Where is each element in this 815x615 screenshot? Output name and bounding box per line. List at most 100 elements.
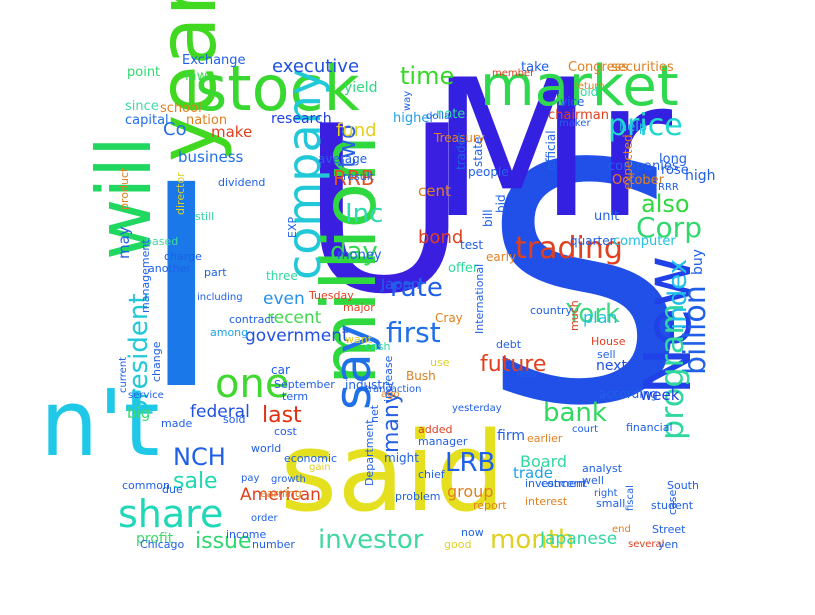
word-bid: bid	[494, 194, 508, 213]
word-last: last	[262, 403, 302, 428]
word-market: market	[480, 54, 679, 119]
word-japanese: Japanese	[539, 529, 617, 549]
word-bush: Bush	[406, 369, 436, 383]
word-japan: Japan	[380, 277, 420, 293]
word-earning: earning	[260, 487, 302, 500]
word-part: part	[204, 266, 227, 279]
word-congress: Congress	[568, 60, 628, 75]
word-chief: chief	[418, 468, 446, 481]
word-say: say	[324, 324, 382, 410]
word-several: several	[628, 539, 664, 550]
word-yesterday: yesterday	[452, 403, 502, 414]
word-corp: Corp	[636, 211, 702, 244]
word-president: president	[124, 293, 154, 416]
word-growth: growth	[271, 474, 306, 485]
word-order: order	[251, 513, 279, 524]
word-interest: interest	[525, 495, 568, 508]
word-co: Co	[163, 119, 187, 140]
word-time: time	[400, 62, 454, 90]
word-nch: NCH	[173, 443, 226, 471]
word-expected: expected	[621, 134, 635, 190]
word-dividend: dividend	[218, 176, 265, 189]
word-buy: buy	[690, 249, 706, 275]
word-exchange: Exchange	[182, 53, 246, 68]
word-sale: sale	[173, 469, 218, 494]
word-yield: yield	[344, 80, 378, 96]
word-lrb: LRB	[445, 448, 495, 478]
word-computer: computer	[613, 234, 676, 249]
word-due: due	[162, 483, 183, 496]
word-one: one	[215, 361, 289, 407]
word-concern: concern	[541, 477, 585, 490]
word-debt: debt	[496, 338, 522, 351]
word-dollar: dollar	[426, 111, 455, 122]
word-capital: capital	[125, 113, 169, 128]
word-economic: economic	[284, 452, 337, 465]
word-million: million	[305, 135, 393, 385]
word-increase: increase	[382, 355, 395, 402]
word-maker: maker	[559, 118, 591, 129]
word-rrb: RRB	[333, 166, 375, 190]
word-member: member	[492, 68, 535, 79]
word-year: year	[141, 0, 234, 162]
word-stock: stock	[195, 52, 360, 125]
word-new: New	[632, 255, 706, 395]
word-government: government	[245, 326, 349, 346]
word-index: index	[663, 259, 693, 330]
word-offer: offer	[448, 261, 479, 276]
word-week: week	[640, 386, 680, 404]
word-might: might	[384, 451, 419, 465]
word-unit: unit	[594, 209, 619, 224]
word-small: small	[596, 497, 625, 510]
word-report: report	[473, 499, 507, 512]
word-south: South	[667, 479, 699, 492]
word-rate: rate	[390, 273, 443, 303]
word-right: right	[594, 488, 618, 499]
word-said: said	[280, 408, 505, 536]
word-use: use	[430, 356, 450, 369]
word-cash: cash	[365, 340, 391, 353]
word-trade: trade	[513, 464, 553, 482]
word-state: state	[471, 137, 485, 167]
word-good: good	[444, 538, 471, 551]
word-federal: federal	[190, 402, 250, 422]
word-sell: sell	[597, 348, 616, 361]
word-nation: nation	[186, 113, 227, 128]
word-business: business	[178, 148, 244, 166]
word-recent: recent	[267, 308, 322, 328]
word-financial: financial	[626, 421, 673, 434]
word-want: want	[345, 333, 373, 346]
word-day: day	[330, 237, 378, 267]
word-treasury: Treasury	[433, 131, 485, 145]
word-much: much	[568, 300, 581, 331]
word-now: now	[461, 526, 484, 539]
word-still: still	[195, 210, 214, 223]
word-american: American	[240, 485, 321, 505]
word-transaction: transaction	[365, 384, 422, 395]
word-help: help	[619, 120, 647, 135]
word-quarter: quarter	[570, 234, 615, 248]
word-law: law	[185, 69, 208, 84]
word-service: service	[128, 390, 164, 401]
word-sold: sold	[223, 413, 246, 426]
word-court: court	[572, 424, 598, 435]
word-point: point	[127, 65, 160, 80]
word-month: month	[490, 525, 574, 555]
word-three: three	[266, 269, 298, 283]
word-house: House	[591, 335, 626, 348]
word-plan: plan	[583, 308, 618, 327]
word-ago: ago	[381, 389, 400, 400]
word-profit: profit	[136, 531, 174, 547]
word-bond: bond	[418, 227, 463, 248]
word-school: school	[160, 101, 202, 116]
word-high: high	[685, 168, 716, 184]
word-director: director	[174, 172, 187, 215]
word-group: group	[447, 482, 493, 501]
word-may: may	[115, 226, 133, 259]
word-securities: securities	[611, 60, 674, 75]
word-net: net	[368, 404, 381, 423]
word-well: well	[582, 474, 604, 487]
word-i: I	[140, 126, 223, 452]
word-charge: charge	[164, 250, 202, 263]
word-executive: executive	[272, 56, 359, 77]
